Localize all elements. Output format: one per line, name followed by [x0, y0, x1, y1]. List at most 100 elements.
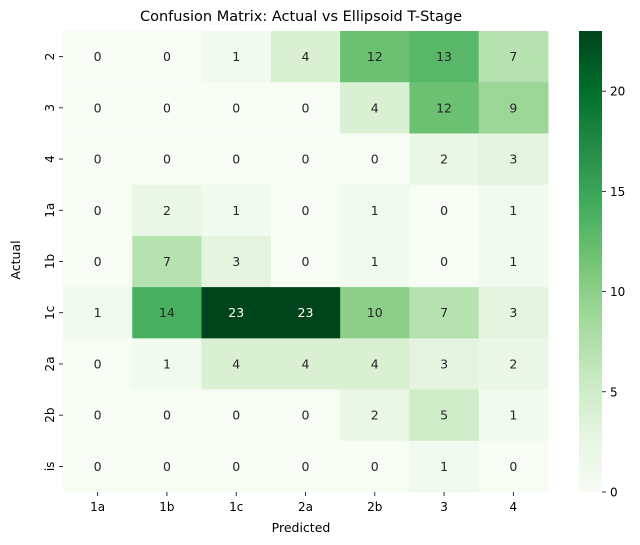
heatmap-cell: [270, 31, 341, 83]
cell-value-label: 0: [94, 100, 102, 115]
cell-value-label: 2: [509, 356, 517, 371]
cell-value-label: 1: [163, 356, 171, 371]
cell-value-label: 9: [509, 100, 517, 115]
heatmap-cell: [63, 82, 133, 134]
y-tick-label: 2: [43, 53, 57, 61]
cell-value-label: 0: [371, 459, 379, 474]
heatmap-cell: [63, 338, 133, 391]
cell-value-label: 2: [440, 152, 448, 167]
cell-value-label: 0: [440, 203, 448, 218]
cell-value-label: 7: [509, 49, 517, 64]
heatmap-grid: 0 0 1 4 12 13 70 0 0 0 4 12 90 0 0 0 0 2 30 2 1 0 1 0 10 7 3 0 1 0 11 1…: [63, 31, 549, 493]
cell-value-label: 0: [302, 459, 310, 474]
x-axis-ticks: 1a 1b 1c 2a 2b 3 4: [90, 492, 517, 514]
y-tick-label: 2b: [43, 408, 57, 423]
heatmap-cell: [478, 133, 549, 186]
chart-title: Confusion Matrix: Actual vs Ellipsoid T-…: [140, 9, 462, 25]
cell-value-label: 1: [371, 254, 379, 269]
heatmap-cell: [132, 440, 203, 493]
heatmap-cell: [63, 31, 133, 83]
colorbar-tick-label: 0: [610, 486, 618, 500]
cell-value-label: 0: [94, 203, 102, 218]
y-tick-label: 1c: [43, 306, 57, 320]
cell-value-label: 0: [232, 152, 240, 167]
cell-value-label: 14: [159, 305, 175, 320]
heatmap-cell: [132, 82, 203, 134]
heatmap-cell: [132, 133, 203, 186]
heatmap-cell: [270, 440, 341, 493]
heatmap-cell: [409, 235, 480, 288]
cell-value-label: 1: [232, 203, 240, 218]
cell-value-label: 1: [94, 305, 102, 320]
heatmap-cell: [63, 287, 133, 339]
heatmap-cell: [132, 235, 203, 288]
heatmap-cell: [270, 235, 341, 288]
colorbar-tick-label: 20: [610, 85, 625, 99]
cell-value-label: 4: [232, 356, 240, 371]
heatmap-cell: [409, 133, 480, 186]
x-tick-label: 3: [440, 500, 448, 514]
cell-value-label: 0: [509, 459, 517, 474]
y-tick-label: 4: [43, 155, 57, 163]
cell-value-label: 1: [232, 49, 240, 64]
x-tick-label: 1c: [229, 500, 243, 514]
y-tick-label: 1a: [43, 203, 57, 218]
heatmap-cell: [132, 389, 203, 442]
cell-value-label: 1: [371, 203, 379, 218]
cell-value-label: 12: [367, 49, 383, 64]
cell-value-label: 2: [371, 408, 379, 423]
heatmap-cell: [270, 338, 341, 391]
heatmap-cell: [478, 31, 549, 83]
x-tick-label: 2b: [367, 500, 382, 514]
heatmap-cell: [63, 235, 133, 288]
heatmap-cell: [340, 338, 410, 391]
cell-value-label: 0: [302, 100, 310, 115]
heatmap-cell: [340, 31, 410, 83]
cell-value-label: 3: [232, 254, 240, 269]
cell-value-label: 4: [371, 100, 379, 115]
heatmap-cell: [63, 440, 133, 493]
heatmap-cell: [409, 338, 480, 391]
cell-value-label: 4: [302, 49, 310, 64]
cell-value-label: 7: [440, 305, 448, 320]
x-tick-label: 2a: [298, 500, 313, 514]
cell-value-label: 0: [94, 408, 102, 423]
cell-value-label: 3: [509, 305, 517, 320]
cell-value-label: 0: [232, 408, 240, 423]
heatmap-cell: [409, 389, 480, 442]
cell-value-label: 0: [163, 152, 171, 167]
heatmap-cell: [270, 184, 341, 237]
colorbar: 0 5 10 15 20: [579, 31, 625, 500]
x-tick-label: 4: [510, 500, 518, 514]
cell-value-label: 13: [436, 49, 452, 64]
heatmap-cell: [340, 235, 410, 288]
cell-value-label: 23: [298, 305, 314, 320]
heatmap-cell: [340, 389, 410, 442]
cell-value-label: 7: [163, 254, 171, 269]
cell-value-label: 2: [163, 203, 171, 218]
cell-value-label: 0: [163, 100, 171, 115]
x-tick-label: 1b: [159, 500, 174, 514]
heatmap-cell: [201, 235, 272, 288]
y-tick-label: 2a: [43, 356, 57, 371]
heatmap-cell: [270, 287, 341, 339]
heatmap-cell: [340, 440, 410, 493]
cell-value-label: 0: [94, 356, 102, 371]
heatmap-cell: [201, 287, 272, 339]
cell-value-label: 5: [440, 408, 448, 423]
cell-value-label: 0: [94, 152, 102, 167]
heatmap-cell: [478, 235, 549, 288]
heatmap-cell: [201, 338, 272, 391]
cell-value-label: 0: [302, 203, 310, 218]
colorbar-gradient: [579, 31, 602, 492]
cell-value-label: 1: [440, 459, 448, 474]
heatmap-cell: [478, 184, 549, 237]
heatmap-cell: [409, 287, 480, 339]
heatmap-cell: [201, 389, 272, 442]
y-axis-ticks: 2 3 4 1a 1b 1c 2a 2b is: [43, 53, 63, 471]
heatmap-cell: [201, 133, 272, 186]
heatmap-cell: [63, 389, 133, 442]
y-axis-label: Actual: [8, 240, 23, 279]
cell-value-label: 0: [302, 254, 310, 269]
heatmap-cell: [340, 133, 410, 186]
